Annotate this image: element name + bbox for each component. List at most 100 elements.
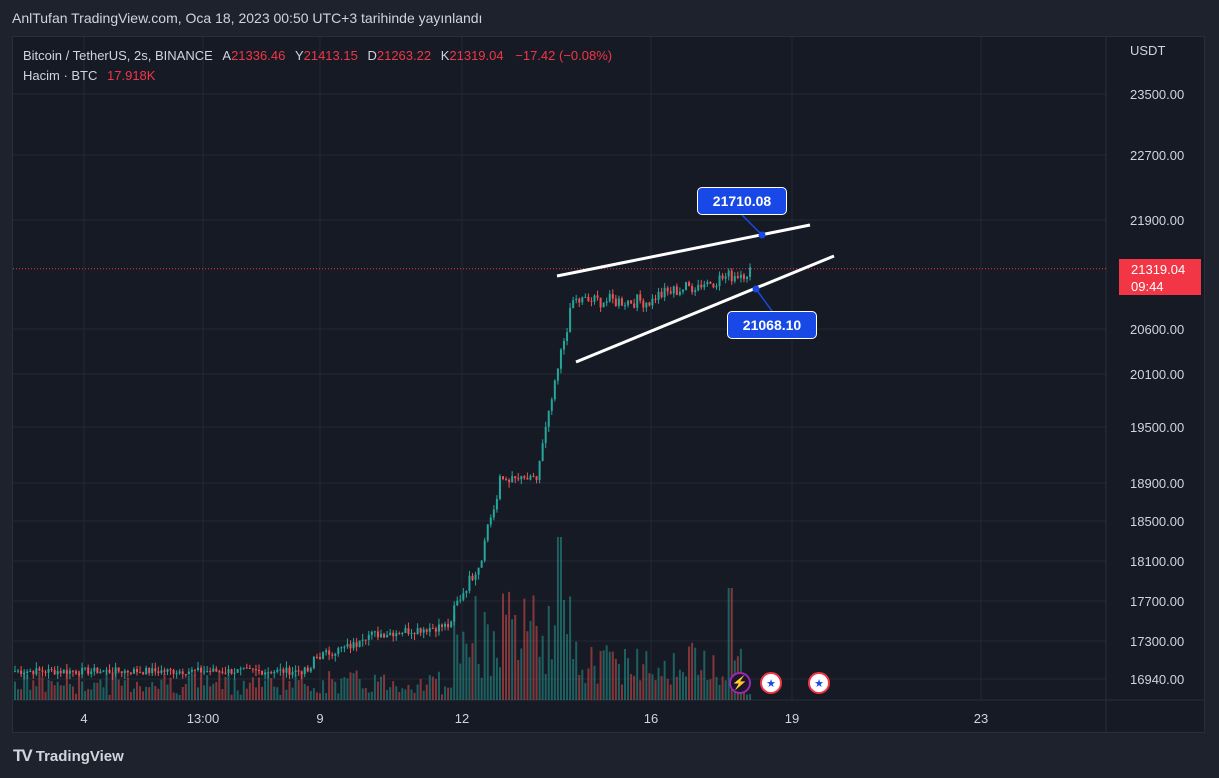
chart-pane[interactable]: 23500.00 22700.00 21900.00 20600.00 20100.00… bbox=[12, 36, 1205, 733]
volume-bar bbox=[694, 647, 697, 700]
lower-price-label[interactable]: 21068.10 bbox=[727, 311, 817, 339]
volume-bar bbox=[136, 681, 138, 700]
volume-bar bbox=[212, 683, 215, 700]
lightning-icon[interactable]: ⚡ bbox=[729, 672, 751, 694]
volume-bar bbox=[535, 625, 538, 700]
candle-body bbox=[694, 290, 697, 293]
change-value: −17.42 (−0.08%) bbox=[515, 48, 613, 63]
volume-bar bbox=[434, 679, 437, 700]
chart-canvas[interactable]: 23500.00 22700.00 21900.00 20600.00 20100.00… bbox=[13, 37, 1204, 732]
candle-body bbox=[569, 307, 572, 333]
candle-body bbox=[486, 524, 489, 541]
candle-body bbox=[669, 291, 672, 294]
candle-body bbox=[437, 624, 440, 632]
volume-bar bbox=[20, 689, 23, 700]
tradingview-logo-text: TradingView bbox=[35, 747, 124, 765]
open-label: A bbox=[222, 48, 232, 63]
volume-bar bbox=[502, 593, 504, 700]
volume-bar bbox=[279, 694, 282, 700]
candle-body bbox=[306, 667, 309, 672]
tradingview-logo-icon: TV bbox=[13, 746, 33, 765]
candle-body bbox=[395, 633, 398, 637]
volume-title[interactable]: Hacim · BTC bbox=[23, 68, 98, 83]
volume-bar bbox=[190, 675, 193, 700]
volume-bar bbox=[645, 651, 648, 700]
candle-body bbox=[65, 669, 68, 674]
candle-body bbox=[50, 669, 53, 671]
candle-body bbox=[373, 631, 376, 633]
volume-bar bbox=[581, 669, 584, 700]
volume-bar bbox=[187, 675, 190, 700]
tradingview-logo[interactable]: TV TradingView bbox=[13, 746, 124, 766]
volume-bar bbox=[630, 674, 633, 700]
volume-bar bbox=[578, 675, 581, 700]
volume-bar bbox=[437, 671, 440, 700]
candle-body bbox=[114, 667, 117, 674]
currency-label[interactable]: USDT bbox=[1130, 43, 1166, 58]
candle-body bbox=[654, 298, 657, 300]
candle-body bbox=[148, 667, 151, 674]
volume-bar bbox=[251, 677, 254, 700]
upper-price-label[interactable]: 21710.08 bbox=[697, 187, 787, 215]
volume-bar bbox=[401, 688, 404, 700]
volume-bar bbox=[495, 657, 498, 700]
volume-bar bbox=[465, 643, 468, 700]
candle-body bbox=[90, 671, 93, 674]
candle-body bbox=[688, 282, 691, 287]
volume-bar bbox=[203, 685, 206, 700]
volume-bar bbox=[117, 679, 120, 700]
volume-bar bbox=[386, 689, 389, 700]
volume-bar bbox=[239, 694, 242, 700]
candle-body bbox=[236, 669, 239, 673]
candle-body bbox=[41, 670, 44, 672]
candle-body bbox=[254, 669, 257, 671]
candle-body bbox=[636, 294, 639, 308]
countdown-timer: 09:44 bbox=[1131, 279, 1164, 294]
volume-bar bbox=[663, 660, 666, 700]
candle-body bbox=[453, 605, 456, 622]
volume-bar bbox=[297, 680, 300, 700]
candle-body bbox=[724, 276, 727, 279]
volume-bar bbox=[87, 688, 90, 700]
volume-bar bbox=[367, 692, 370, 700]
candle-body bbox=[581, 297, 584, 303]
high-label: Y bbox=[294, 48, 304, 63]
volume-bar bbox=[724, 680, 727, 700]
us-flag-icon[interactable]: ★ bbox=[808, 672, 830, 694]
candle-body bbox=[111, 672, 114, 674]
candle-body bbox=[203, 671, 206, 673]
candle-body bbox=[508, 479, 511, 483]
candle-body bbox=[245, 667, 248, 669]
volume-bar bbox=[584, 682, 587, 700]
volume-bar bbox=[633, 675, 636, 700]
candle-body bbox=[319, 656, 321, 659]
candle-body bbox=[38, 668, 41, 671]
volume-bar bbox=[160, 679, 163, 700]
candle-body bbox=[270, 672, 273, 674]
volume-bar bbox=[166, 684, 169, 700]
volume-bar bbox=[575, 641, 578, 700]
us-flag-icon[interactable]: ★ bbox=[760, 672, 782, 694]
volume-bar bbox=[532, 595, 535, 700]
candle-body bbox=[14, 671, 16, 673]
candle-body bbox=[392, 632, 395, 637]
candle-body bbox=[322, 652, 325, 659]
candle-body bbox=[498, 476, 501, 499]
volume-bar bbox=[541, 635, 544, 700]
symbol-title[interactable]: Bitcoin / TetherUS, 2s, BINANCE bbox=[23, 48, 213, 63]
open-value: 21336.46 bbox=[231, 48, 286, 63]
candle-body bbox=[20, 670, 23, 674]
volume-bar bbox=[746, 694, 748, 700]
candle-body bbox=[261, 670, 264, 675]
candle-body bbox=[511, 476, 514, 483]
volume-bar bbox=[611, 651, 614, 700]
candle-body bbox=[291, 672, 294, 675]
candle-body bbox=[276, 669, 279, 672]
volume-bar bbox=[639, 680, 642, 700]
candle-body bbox=[523, 476, 526, 478]
time-tick-label: 16 bbox=[644, 711, 658, 726]
candle-body bbox=[361, 639, 364, 641]
upper-trendline bbox=[556, 223, 811, 278]
volume-bar bbox=[145, 686, 148, 700]
candle-body bbox=[520, 476, 523, 480]
